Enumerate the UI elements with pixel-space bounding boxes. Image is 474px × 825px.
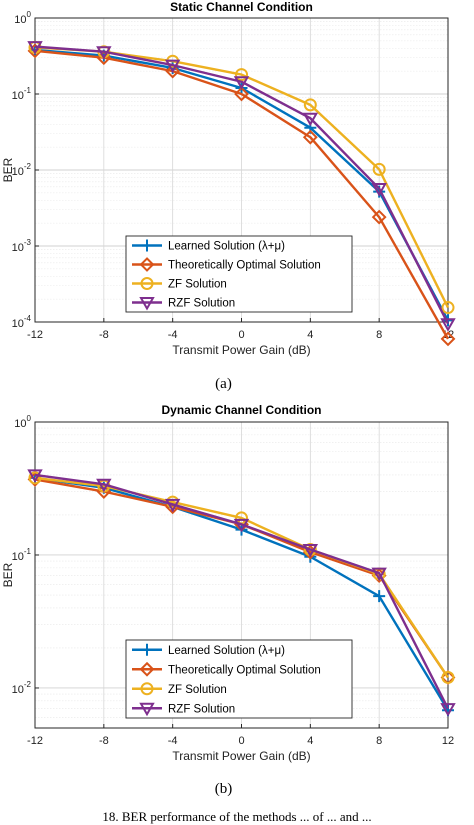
y-tick-label: 10-1 (12, 86, 32, 102)
legend-swatch-marker (139, 257, 155, 272)
x-tick-label: 4 (307, 329, 313, 341)
y-tick-label: 10-3 (12, 238, 32, 254)
y-tick-label: 10-1 (12, 547, 32, 563)
x-tick-label: 8 (376, 329, 382, 341)
chart-panel-dynamic: Dynamic Channel Condition -12 -8 -4 0 4 8 12 100… (1, 403, 456, 797)
panel-label: (a) (215, 376, 232, 392)
x-tick-label: 4 (307, 735, 313, 747)
legend-label: RZF Solution (168, 298, 235, 310)
legend-label: Learned Solution (λ+μ) (168, 645, 285, 657)
chart-panel-static: Static Channel Condition-12 -8 -4 0 4 8 121001… (1, 0, 456, 392)
y-tick-label: 100 (14, 414, 31, 430)
data-point (371, 567, 387, 582)
data-point (440, 703, 456, 717)
legend-label: Theoretically Optimal Solution (168, 260, 321, 272)
legend-box (125, 639, 353, 719)
x-tick-label: 0 (238, 735, 244, 747)
data-point (442, 314, 454, 327)
series-line (34, 473, 450, 710)
data-point (233, 518, 250, 533)
data-point (164, 59, 181, 74)
legend: Learned Solution (λ+μ) Theoretically Opti… (125, 235, 353, 313)
data-point (27, 469, 43, 483)
data-point (372, 162, 386, 176)
data-point (303, 98, 317, 112)
x-tick-label: -4 (168, 735, 178, 747)
legend-label: Learned Solution (λ+μ) (168, 241, 285, 253)
x-tick-label: -4 (168, 329, 178, 341)
data-point (371, 209, 387, 225)
data-point (302, 112, 319, 127)
data-point (302, 129, 318, 145)
legend: Learned Solution (λ+μ) Theoretically Opti… (125, 639, 353, 719)
data-point (302, 543, 319, 558)
legend-entry: Theoretically Optimal Solution (132, 661, 321, 677)
x-tick-label: -12 (27, 329, 43, 341)
legend-label: ZF Solution (168, 684, 227, 696)
legend-entry: Theoretically Optimal Solution (132, 257, 321, 272)
data-point (27, 41, 43, 55)
series-rzf (27, 41, 456, 332)
data-point (96, 46, 112, 60)
legend-label: ZF Solution (168, 279, 227, 291)
legend-entry: ZF Solution (132, 682, 227, 696)
series-line (34, 45, 450, 325)
data-point (164, 498, 181, 513)
data-point (371, 183, 387, 197)
data-point (96, 478, 112, 493)
panel-label: (b) (215, 781, 233, 797)
legend-swatch-marker (139, 661, 155, 677)
x-tick-label: 0 (238, 329, 244, 341)
legend-entry: Learned Solution (λ+μ) (132, 643, 285, 657)
legend-entry: Learned Solution (λ+μ) (132, 239, 285, 253)
data-point (440, 318, 456, 332)
x-axis-label: Transmit Power Gain (dB) (172, 749, 310, 763)
legend-swatch-marker (140, 277, 154, 290)
legend-swatch-marker (139, 702, 155, 717)
y-axis-label: BER (1, 157, 15, 182)
legend-swatch-marker (141, 643, 153, 656)
legend-swatch-marker (139, 297, 155, 311)
x-tick-label: -8 (99, 735, 109, 747)
y-tick-label: 10-4 (12, 314, 32, 330)
legend-entry: RZF Solution (132, 702, 235, 717)
chart-title: Static Channel Condition (170, 0, 313, 14)
data-point (235, 68, 248, 82)
x-tick-label: 8 (376, 735, 382, 747)
x-tick-label: 12 (442, 735, 454, 747)
data-point (440, 331, 456, 347)
data-point (373, 590, 386, 603)
series-rzf (27, 469, 456, 717)
y-tick-label: 10-2 (12, 680, 32, 696)
y-tick-label: 100 (14, 10, 31, 26)
x-tick-label: -12 (27, 735, 43, 747)
y-tick-label: 10-2 (12, 162, 32, 178)
legend-label: RZF Solution (168, 703, 235, 715)
legend-box (125, 235, 353, 313)
legend-entry: ZF Solution (132, 277, 227, 291)
legend-entry: RZF Solution (132, 297, 235, 311)
legend-swatch-marker (141, 239, 153, 252)
data-point (165, 63, 181, 79)
x-tick-label: -8 (99, 329, 109, 341)
data-point (441, 301, 455, 315)
legend-swatch-marker (140, 682, 154, 696)
figure-caption: 18. BER performance of the methods ... o… (102, 809, 371, 824)
legend-label: Theoretically Optimal Solution (168, 664, 321, 676)
data-point (233, 76, 250, 90)
data-point (234, 86, 249, 102)
y-axis-label: BER (1, 562, 15, 587)
x-axis-label: Transmit Power Gain (dB) (172, 343, 310, 357)
data-point (28, 471, 42, 485)
data-point (441, 670, 455, 684)
chart-title: Dynamic Channel Condition (161, 403, 321, 417)
